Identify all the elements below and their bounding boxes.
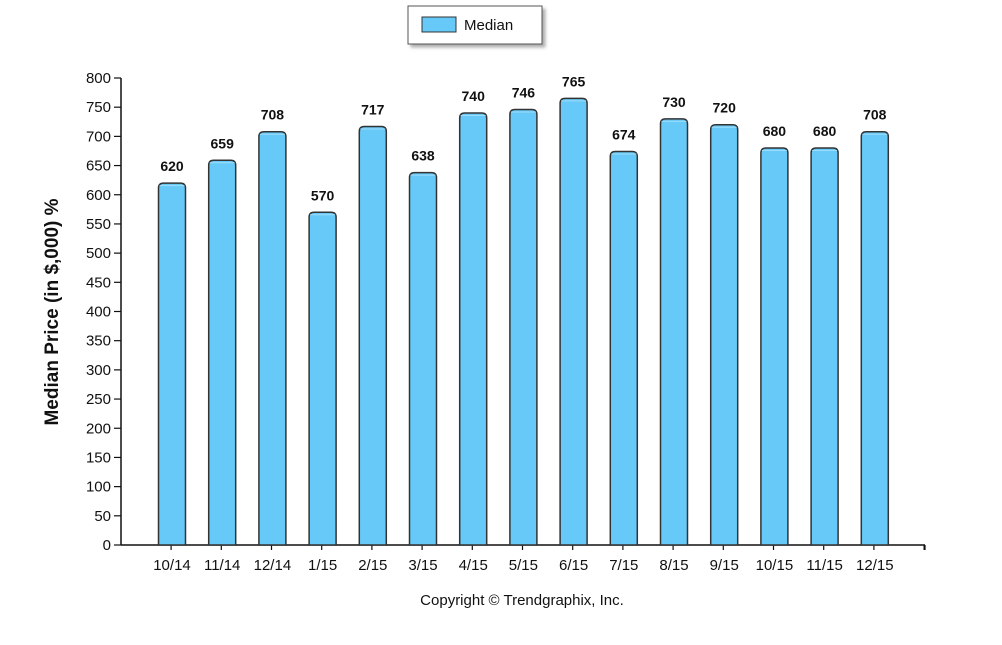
y-tick-label: 800: [86, 70, 111, 87]
y-tick-label: 0: [103, 537, 111, 554]
x-tick-label: 10/14: [153, 557, 191, 574]
bar-value-label: 659: [211, 135, 235, 151]
x-tick-label: 10/15: [756, 557, 794, 574]
y-tick-label: 150: [86, 449, 111, 466]
bar: [860, 130, 890, 546]
bar: [810, 147, 839, 546]
x-tick-label: 5/15: [509, 557, 538, 574]
bar: [559, 97, 588, 546]
legend: Median: [407, 5, 543, 45]
x-tick-label: 6/15: [559, 557, 588, 574]
y-tick-label: 200: [86, 420, 111, 437]
bar: [157, 182, 187, 546]
bar-value-label: 708: [863, 107, 887, 123]
bar: [258, 130, 287, 546]
y-tick-label: 450: [86, 274, 111, 291]
x-tick-label: 4/15: [459, 557, 488, 574]
x-tick-label: 1/15: [308, 557, 337, 574]
legend-swatch: [421, 16, 457, 33]
y-tick-label: 250: [86, 391, 111, 408]
y-tick-label: 650: [86, 158, 111, 175]
bar-value-label: 740: [462, 88, 486, 104]
axes: 0 50 100 150 200 250 300 350 400 450 500 550 600 650 7…: [86, 70, 926, 554]
x-tick-label: 12/14: [254, 557, 292, 574]
y-tick-label: 600: [86, 187, 111, 204]
y-tick-label: 300: [86, 362, 111, 379]
y-tick-label: 400: [86, 304, 111, 321]
y-tick-label: 500: [86, 245, 111, 262]
bar-value-label: 620: [160, 158, 184, 174]
bar-value-label: 765: [562, 73, 586, 89]
y-tick-label: 700: [86, 128, 111, 145]
copyright-footer: Copyright © Trendgraphix, Inc.: [420, 592, 624, 609]
bar-value-label: 720: [713, 100, 737, 116]
bar-value-label: 674: [612, 127, 636, 143]
bar-value-label: 570: [311, 187, 335, 203]
bar: [709, 123, 739, 546]
y-tick-label: 750: [86, 99, 111, 116]
x-tick-label: 9/15: [710, 557, 739, 574]
bar: [308, 211, 337, 546]
x-tick-label: 11/14: [204, 557, 240, 574]
x-tick-label: 3/15: [408, 557, 437, 574]
x-tick-label: 2/15: [358, 557, 387, 574]
x-tick-label: 12/15: [856, 557, 894, 574]
y-axis-title: Median Price (in $,000) %: [42, 198, 63, 425]
bar-value-label: 680: [763, 123, 787, 139]
bar: [358, 125, 388, 546]
bar: [509, 108, 538, 546]
bar-value-label: 730: [662, 94, 686, 110]
bar-value-label: 680: [813, 123, 837, 139]
y-tick-label: 50: [94, 508, 111, 525]
bars: 620 10/14 659 11/14 708 12/14 570 1/15 717 2/15 63…: [153, 73, 893, 574]
x-tick-label: 8/15: [659, 557, 688, 574]
x-tick-label: 7/15: [609, 557, 638, 574]
bar-value-label: 638: [411, 148, 435, 164]
bar: [609, 150, 639, 546]
bar: [760, 147, 789, 546]
bar: [659, 118, 689, 546]
bar-value-label: 746: [512, 85, 536, 101]
x-tick-label: 11/15: [806, 557, 842, 574]
bar: [408, 171, 438, 546]
bar: [458, 112, 488, 546]
y-tick-label: 550: [86, 216, 111, 233]
legend-label-median: Median: [464, 17, 513, 34]
y-tick-label: 100: [86, 479, 111, 496]
bar-value-label: 708: [261, 107, 285, 123]
y-tick-label: 350: [86, 333, 111, 350]
bar-value-label: 717: [361, 101, 385, 117]
bar: [207, 159, 237, 546]
